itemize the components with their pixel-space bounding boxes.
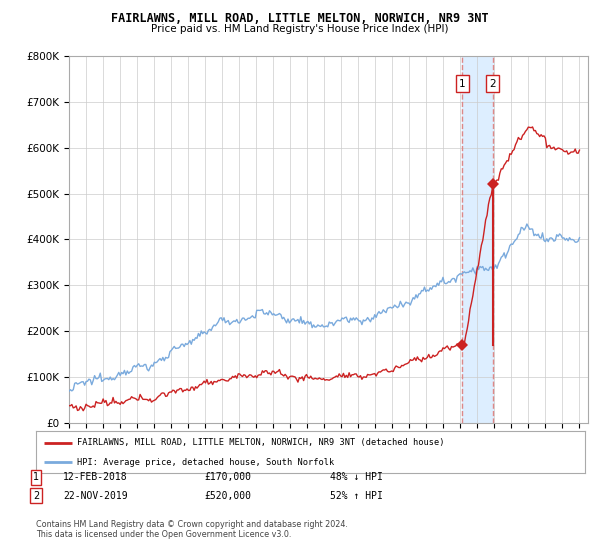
Text: £170,000: £170,000 (204, 472, 251, 482)
Text: 48% ↓ HPI: 48% ↓ HPI (330, 472, 383, 482)
Text: Price paid vs. HM Land Registry's House Price Index (HPI): Price paid vs. HM Land Registry's House … (151, 24, 449, 34)
Text: 2: 2 (490, 78, 496, 88)
Text: FAIRLAWNS, MILL ROAD, LITTLE MELTON, NORWICH, NR9 3NT: FAIRLAWNS, MILL ROAD, LITTLE MELTON, NOR… (111, 12, 489, 25)
Text: 22-NOV-2019: 22-NOV-2019 (63, 491, 128, 501)
Text: 52% ↑ HPI: 52% ↑ HPI (330, 491, 383, 501)
Text: £520,000: £520,000 (204, 491, 251, 501)
Text: FAIRLAWNS, MILL ROAD, LITTLE MELTON, NORWICH, NR9 3NT (detached house): FAIRLAWNS, MILL ROAD, LITTLE MELTON, NOR… (77, 438, 445, 447)
Text: 1: 1 (459, 78, 466, 88)
Bar (463, 56, 493, 423)
Text: 2: 2 (33, 491, 39, 501)
Text: HPI: Average price, detached house, South Norfolk: HPI: Average price, detached house, Sout… (77, 458, 334, 467)
Text: Contains HM Land Registry data © Crown copyright and database right 2024.
This d: Contains HM Land Registry data © Crown c… (36, 520, 348, 539)
Text: 1: 1 (33, 472, 39, 482)
Text: 12-FEB-2018: 12-FEB-2018 (63, 472, 128, 482)
